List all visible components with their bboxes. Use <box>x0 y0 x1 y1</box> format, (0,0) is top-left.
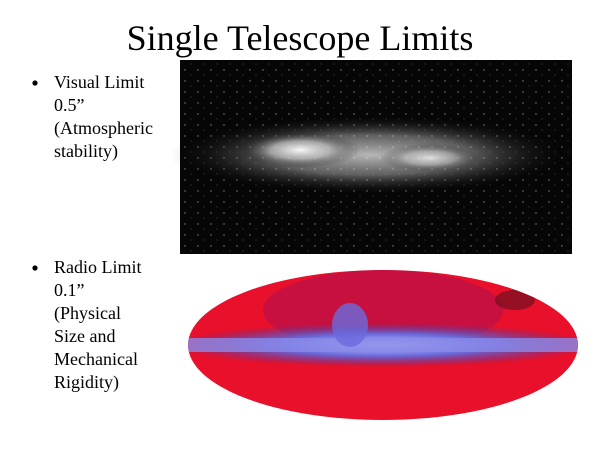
bullet-line: stability) <box>54 141 118 162</box>
slide-title: Single Telescope Limits <box>127 18 474 58</box>
radio-sky-image <box>188 270 578 420</box>
bullet-dot <box>32 80 38 86</box>
bullet-line: Radio Limit <box>54 257 142 277</box>
bullet-line: Rigidity) <box>54 372 119 393</box>
bullet-dot <box>32 265 38 271</box>
bullet-line: (Atmospheric <box>54 118 153 139</box>
bullet-line: Visual Limit <box>54 72 144 92</box>
bullet-line: 0.5” <box>54 95 85 115</box>
bullet-line: Size and <box>54 326 115 346</box>
bullet-line: (Physical <box>54 303 121 324</box>
optical-sky-image <box>170 60 572 254</box>
bullet-line: Mechanical <box>54 349 138 369</box>
bullet-line: 0.1” <box>54 280 85 300</box>
